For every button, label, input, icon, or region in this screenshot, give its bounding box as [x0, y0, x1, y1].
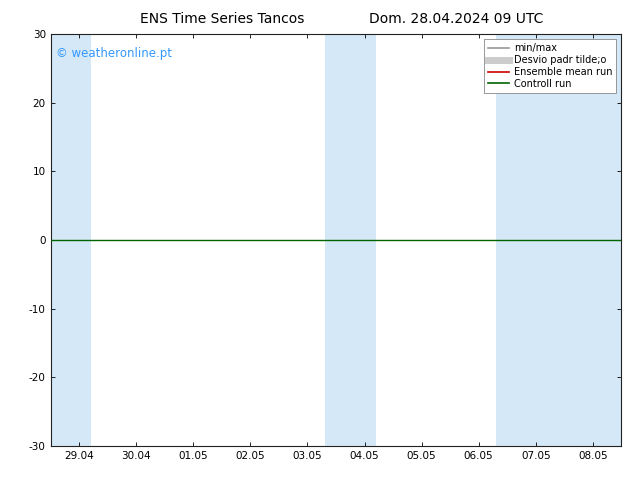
Bar	[51, 34, 91, 446]
Bar	[496, 34, 621, 446]
Text: ENS Time Series Tancos: ENS Time Series Tancos	[139, 12, 304, 26]
Legend: min/max, Desvio padr tilde;o, Ensemble mean run, Controll run: min/max, Desvio padr tilde;o, Ensemble m…	[484, 39, 616, 93]
Text: © weatheronline.pt: © weatheronline.pt	[56, 47, 172, 60]
Bar	[325, 34, 376, 446]
Text: Dom. 28.04.2024 09 UTC: Dom. 28.04.2024 09 UTC	[369, 12, 544, 26]
